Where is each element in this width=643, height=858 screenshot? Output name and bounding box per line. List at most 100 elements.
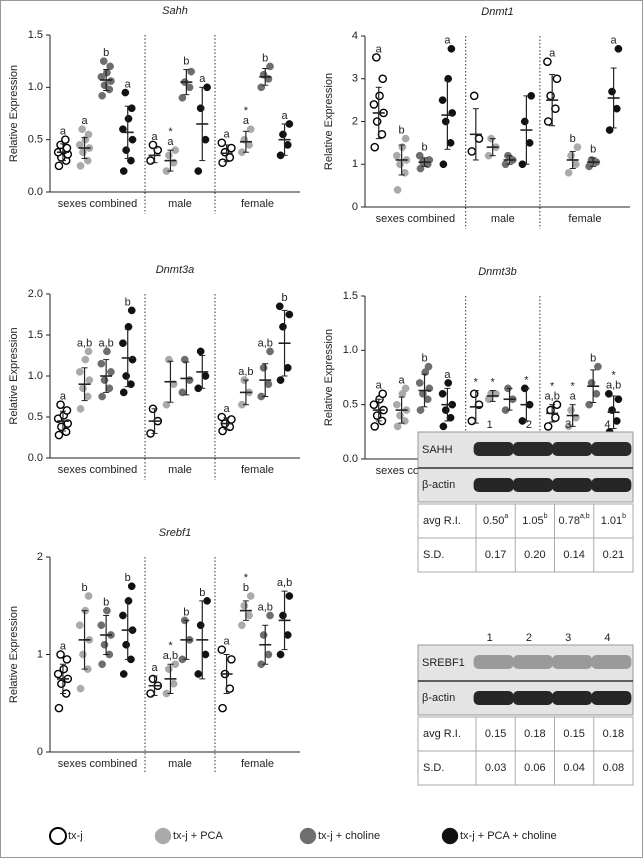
row-label: S.D. — [423, 762, 444, 774]
data-point — [180, 355, 189, 364]
cell-text: 0.14 — [563, 549, 584, 561]
cell-text: 0.03 — [485, 762, 506, 774]
data-point — [415, 379, 424, 387]
significance-star: * — [550, 381, 555, 393]
data-point — [259, 363, 268, 372]
data-point — [56, 400, 65, 410]
data-point — [567, 406, 575, 414]
actin-band — [512, 478, 553, 492]
data-point — [614, 44, 623, 53]
significance-letter: b — [399, 125, 405, 137]
cell-text: 0.06 — [524, 762, 545, 774]
data-point — [424, 362, 433, 371]
data-point — [98, 91, 106, 100]
significance-letter: b — [421, 353, 427, 365]
cell-text: 0.78 — [559, 515, 580, 527]
protein-band — [512, 442, 553, 456]
data-point — [218, 158, 227, 167]
table-row — [417, 750, 634, 786]
data-point — [438, 389, 447, 398]
significance-letter: a — [570, 391, 577, 403]
protein-band — [552, 442, 593, 456]
data-point — [124, 114, 133, 123]
lane-label: 2 — [526, 419, 532, 431]
significance-letter: a,b — [606, 380, 621, 392]
significance-letter: a — [60, 391, 67, 403]
significance-star: * — [611, 370, 616, 382]
data-point — [169, 679, 178, 688]
y-tick-label: 1.0 — [28, 370, 43, 382]
category-label: male — [168, 198, 192, 210]
data-point — [106, 62, 114, 71]
legend-label: tx-j + PCA + choline — [460, 830, 557, 842]
legend-marker — [154, 827, 172, 845]
y-tick-label: 0 — [352, 201, 358, 213]
protein-label: SAHH — [422, 444, 453, 456]
data-point — [75, 621, 84, 630]
data-point — [196, 347, 205, 356]
data-point — [76, 404, 85, 413]
data-point — [201, 372, 210, 380]
category-label: male — [491, 213, 515, 225]
data-point — [396, 160, 404, 169]
significance-star: * — [168, 126, 173, 138]
data-point — [119, 388, 128, 397]
significance-letter: a — [151, 662, 158, 674]
significance-star: * — [571, 381, 576, 393]
data-point — [227, 415, 236, 424]
legend-label: tx-j + PCA — [173, 830, 223, 842]
cell-value: 0.15 — [485, 728, 506, 740]
significance-letter: a — [224, 129, 231, 141]
cell-text: 0.18 — [524, 728, 545, 740]
y-axis-label: Relative Expression — [323, 73, 335, 170]
data-point — [78, 125, 86, 134]
significance-letter: a — [611, 35, 618, 47]
data-point — [285, 310, 294, 319]
control-label: β-actin — [422, 479, 455, 491]
data-point — [370, 142, 380, 152]
data-point — [196, 104, 205, 113]
cell-value: 0.15 — [563, 728, 584, 740]
protein-band — [473, 442, 514, 456]
data-point — [146, 689, 155, 698]
data-point — [165, 151, 173, 160]
data-point — [446, 139, 455, 147]
data-point — [79, 148, 87, 157]
data-point — [546, 91, 555, 101]
chart-title: Dnmt3a — [156, 264, 195, 276]
data-point — [551, 413, 560, 423]
significance-letter: a,b — [258, 337, 273, 349]
lane-label: 3 — [565, 419, 571, 431]
data-point — [122, 640, 130, 649]
data-point — [119, 167, 128, 175]
actin-band — [473, 691, 514, 705]
y-tick-label: 0.0 — [28, 452, 43, 464]
significance-letter: b — [81, 582, 87, 594]
cell-value: 0.18 — [603, 728, 624, 740]
data-point — [185, 376, 194, 384]
data-point — [201, 135, 210, 144]
significance-letter: a,b — [277, 577, 292, 589]
data-point — [441, 406, 450, 414]
row-label: avg R.I. — [423, 728, 461, 740]
significance-star: * — [474, 376, 479, 388]
data-point — [122, 146, 130, 154]
data-point — [469, 91, 479, 101]
data-point — [543, 117, 553, 126]
category-label: male — [168, 758, 192, 770]
data-point — [608, 87, 616, 96]
data-point — [128, 355, 137, 364]
significance-star: * — [168, 640, 173, 652]
actin-band — [591, 691, 632, 705]
data-point — [122, 372, 130, 380]
y-tick-label: 1.0 — [343, 344, 358, 356]
significance-letter: b — [570, 133, 576, 145]
data-point — [283, 631, 292, 639]
cell-text: 0.18 — [603, 728, 624, 740]
data-point — [119, 670, 128, 678]
data-point — [61, 135, 70, 144]
category-label: sexes combined — [58, 758, 138, 770]
significance-letter: a — [281, 110, 288, 122]
data-point — [572, 160, 580, 169]
data-point — [61, 427, 71, 437]
